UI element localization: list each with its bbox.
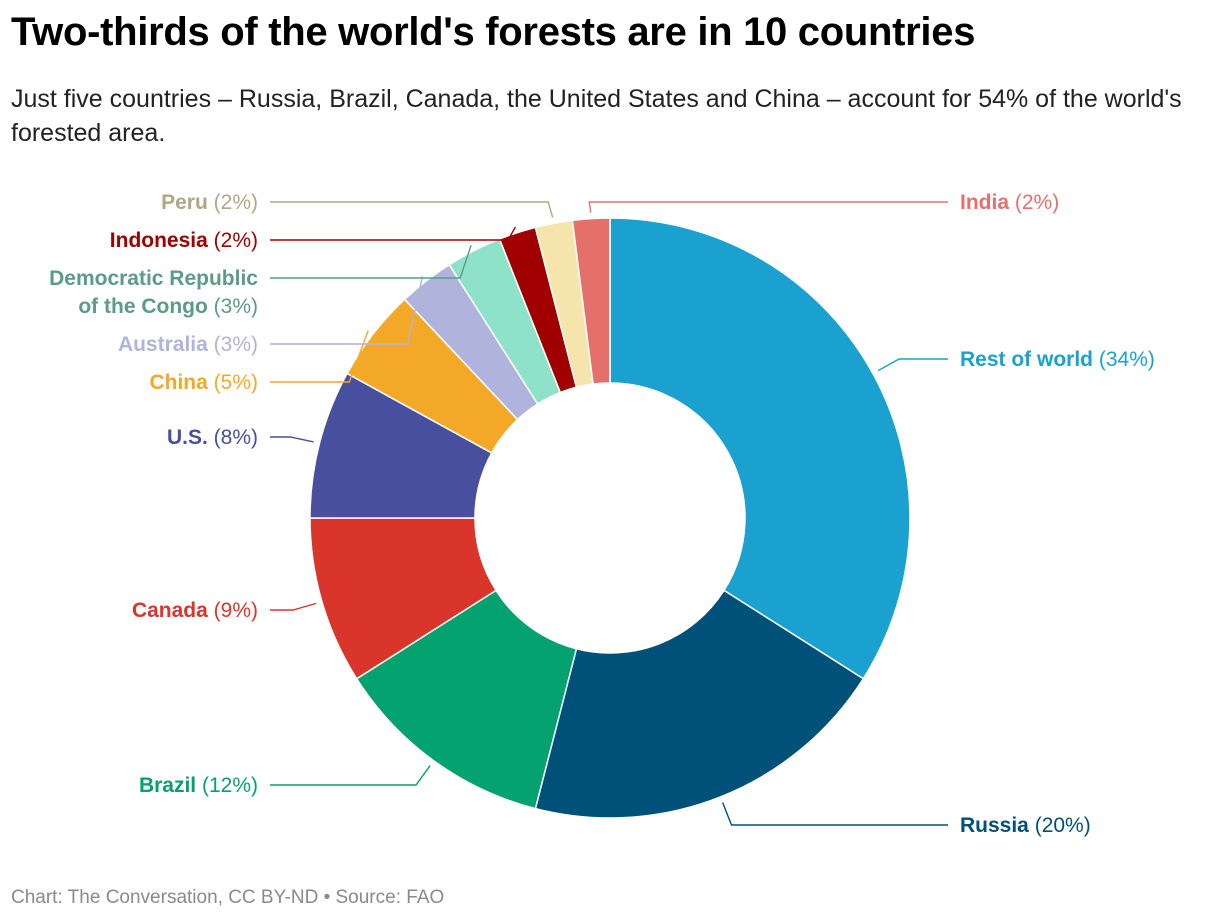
chart-credit: Chart: The Conversation, CC BY-ND • Sour… — [11, 887, 445, 908]
leader-line — [270, 436, 314, 443]
slice-label: Democratic Republic — [49, 267, 258, 290]
chart-leader-lines — [270, 201, 948, 826]
slice-label: Peru (2%) — [161, 191, 258, 214]
leader-line — [721, 802, 948, 826]
slice-label: Brazil (12%) — [139, 774, 258, 797]
chart-slices — [309, 217, 911, 819]
leader-line — [270, 276, 424, 345]
donut-chart: Rest of world (34%) Russia (20%) Brazil (1… — [49, 191, 1155, 837]
leader-line — [270, 330, 369, 383]
slice-label: Australia (3%) — [118, 333, 258, 356]
chart-title: Two-thirds of the world's forests are in… — [11, 10, 976, 54]
slice-label: of the Congo (3%) — [78, 295, 258, 318]
chart-labels: Rest of world (34%) Russia (20%) Brazil (1… — [49, 191, 1155, 837]
slice-russia — [534, 589, 865, 819]
slice-india — [571, 217, 611, 385]
slice-label: India (2%) — [960, 191, 1059, 214]
leader-line — [270, 602, 317, 611]
slice-label: U.S. (8%) — [167, 426, 258, 449]
leader-line — [270, 245, 472, 279]
slice-label: Indonesia (2%) — [110, 229, 258, 252]
chart-subtitle: Just five countries – Russia, Brazil, Ca… — [11, 85, 1182, 147]
leader-line — [270, 226, 517, 241]
slice-label: Canada (9%) — [132, 599, 258, 622]
slice-brazil — [355, 589, 578, 810]
slice-label: China (5%) — [149, 371, 258, 394]
slice-rest-of-world — [609, 217, 911, 680]
leader-line — [270, 765, 431, 786]
leader-line — [877, 358, 948, 372]
leader-line — [588, 201, 948, 213]
leader-line — [270, 201, 554, 218]
slice-label: Russia (20%) — [960, 814, 1091, 837]
slice-label: Rest of world (34%) — [960, 348, 1155, 371]
